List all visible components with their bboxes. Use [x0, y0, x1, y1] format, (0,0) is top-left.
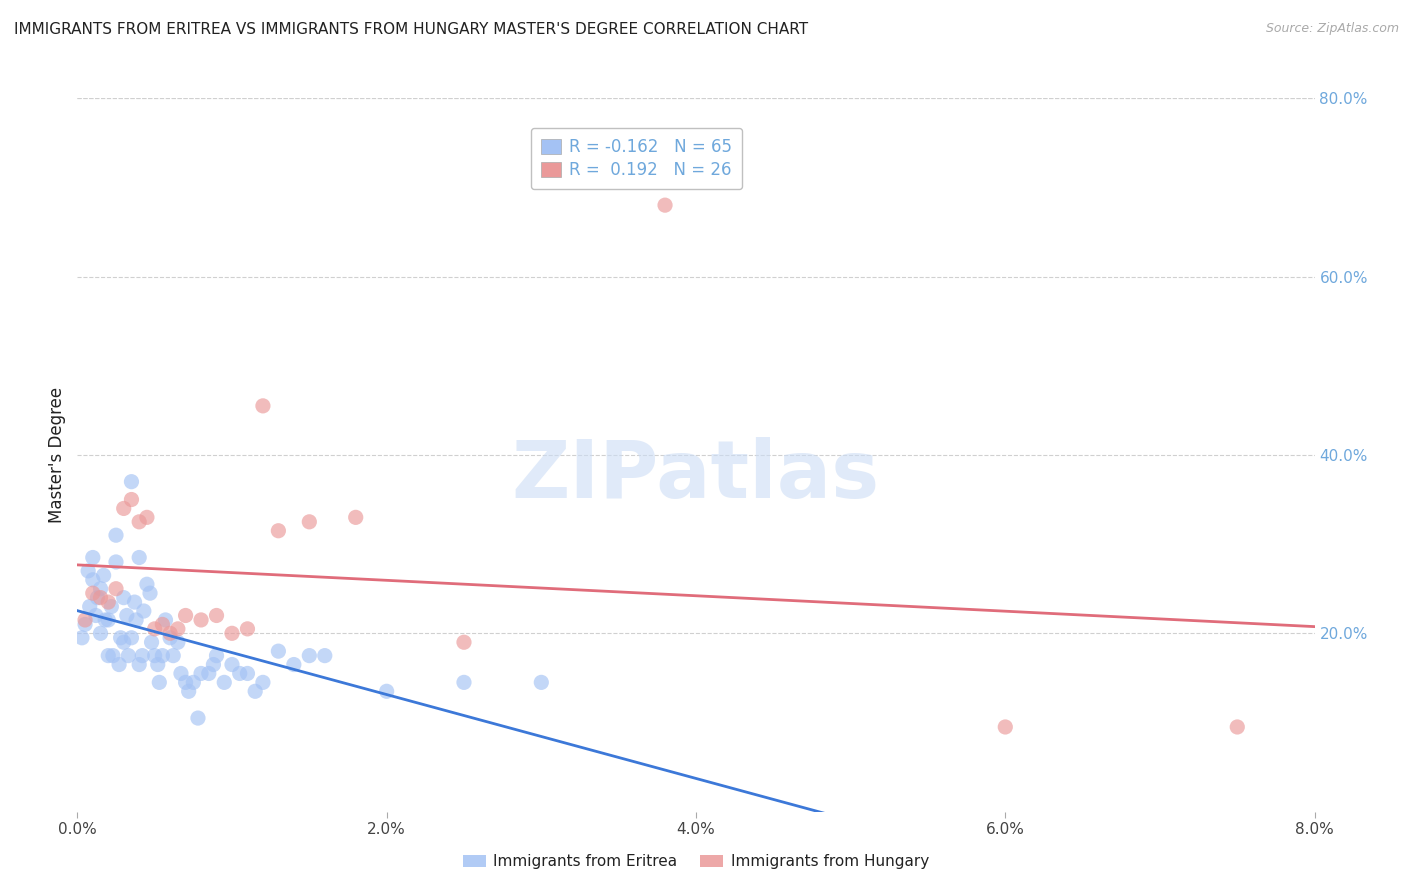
Point: [167, 635, 190, 649]
Point: [530, 675, 553, 690]
Point: [214, 675, 236, 690]
Point: [94, 613, 117, 627]
Point: [105, 582, 127, 596]
Point: [198, 666, 221, 681]
Point: [146, 657, 169, 672]
Point: [128, 657, 150, 672]
Point: [236, 666, 259, 681]
Point: [100, 599, 122, 614]
Point: [112, 591, 135, 605]
Point: [82, 586, 104, 600]
Point: [236, 622, 259, 636]
Point: [97, 595, 120, 609]
Legend: Immigrants from Eritrea, Immigrants from Hungary: Immigrants from Eritrea, Immigrants from…: [457, 848, 935, 875]
Point: [136, 577, 159, 591]
Point: [128, 515, 150, 529]
Point: [221, 626, 243, 640]
Point: [97, 648, 120, 663]
Text: Source: ZipAtlas.com: Source: ZipAtlas.com: [1265, 22, 1399, 36]
Point: [93, 568, 115, 582]
Point: [183, 675, 205, 690]
Point: [187, 711, 209, 725]
Point: [112, 635, 135, 649]
Point: [159, 626, 181, 640]
Point: [283, 657, 305, 672]
Point: [131, 648, 153, 663]
Point: [170, 666, 193, 681]
Point: [994, 720, 1017, 734]
Point: [115, 608, 138, 623]
Point: [128, 550, 150, 565]
Point: [344, 510, 367, 524]
Point: [75, 613, 96, 627]
Point: [298, 515, 321, 529]
Point: [155, 613, 177, 627]
Point: [148, 675, 170, 690]
Point: [139, 586, 162, 600]
Point: [152, 617, 174, 632]
Point: [97, 613, 120, 627]
Point: [108, 657, 131, 672]
Point: [90, 591, 112, 605]
Point: [654, 198, 676, 212]
Point: [132, 604, 155, 618]
Point: [136, 510, 159, 524]
Point: [190, 666, 212, 681]
Point: [84, 608, 107, 623]
Point: [105, 555, 127, 569]
Y-axis label: Master's Degree: Master's Degree: [48, 387, 66, 523]
Point: [121, 492, 143, 507]
Point: [314, 648, 336, 663]
Point: [152, 648, 174, 663]
Point: [1226, 720, 1249, 734]
Point: [75, 617, 96, 632]
Point: [79, 599, 101, 614]
Point: [159, 631, 181, 645]
Point: [70, 631, 93, 645]
Point: [202, 657, 225, 672]
Point: [252, 399, 274, 413]
Point: [205, 608, 228, 623]
Text: ZIPatlas: ZIPatlas: [512, 437, 880, 516]
Point: [124, 595, 146, 609]
Point: [77, 564, 100, 578]
Point: [143, 648, 166, 663]
Point: [245, 684, 267, 698]
Text: IMMIGRANTS FROM ERITREA VS IMMIGRANTS FROM HUNGARY MASTER'S DEGREE CORRELATION C: IMMIGRANTS FROM ERITREA VS IMMIGRANTS FR…: [14, 22, 808, 37]
Point: [190, 613, 212, 627]
Point: [298, 648, 321, 663]
Point: [117, 648, 139, 663]
Point: [112, 501, 135, 516]
Point: [174, 608, 197, 623]
Point: [90, 626, 112, 640]
Point: [82, 550, 104, 565]
Point: [267, 644, 290, 658]
Point: [143, 622, 166, 636]
Point: [205, 648, 228, 663]
Point: [125, 613, 148, 627]
Point: [141, 635, 163, 649]
Point: [110, 631, 132, 645]
Point: [221, 657, 243, 672]
Point: [121, 475, 143, 489]
Point: [162, 648, 184, 663]
Point: [105, 528, 127, 542]
Point: [86, 591, 108, 605]
Point: [375, 684, 398, 698]
Point: [90, 582, 112, 596]
Point: [229, 666, 252, 681]
Point: [252, 675, 274, 690]
Point: [167, 622, 190, 636]
Point: [267, 524, 290, 538]
Point: [82, 573, 104, 587]
Point: [121, 631, 143, 645]
Point: [453, 675, 475, 690]
Point: [174, 675, 197, 690]
Point: [101, 648, 124, 663]
Point: [177, 684, 200, 698]
Point: [453, 635, 475, 649]
